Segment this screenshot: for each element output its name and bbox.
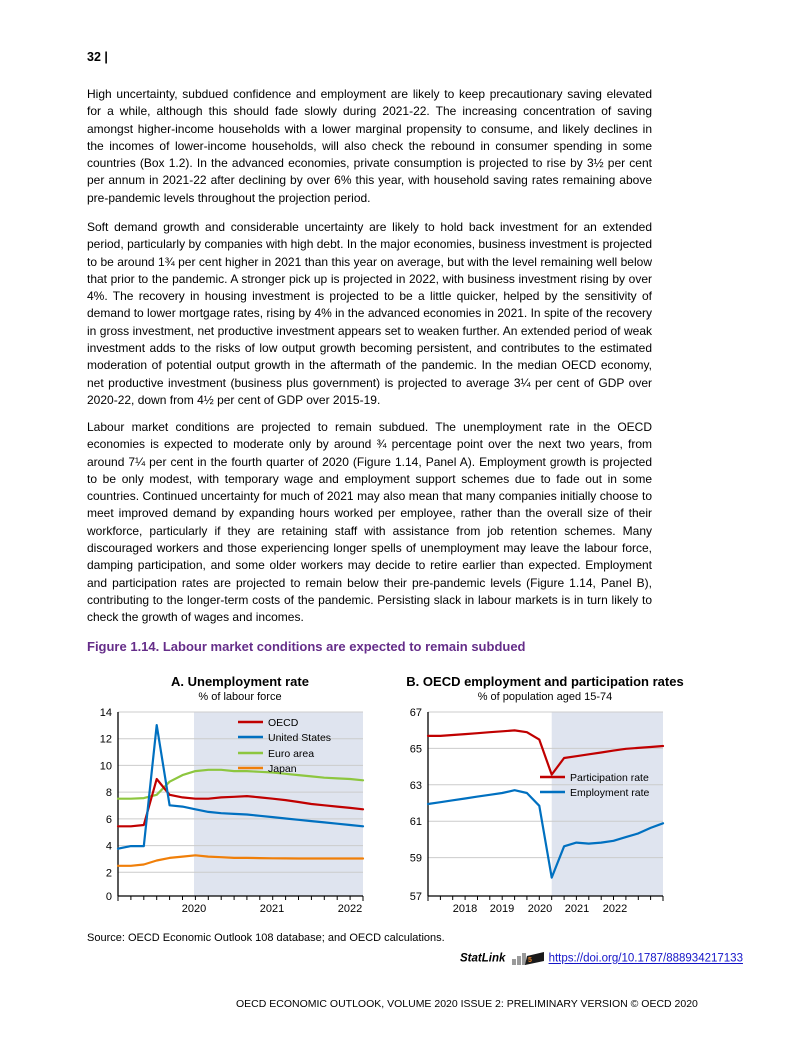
svg-text:63: 63 — [410, 780, 422, 792]
svg-text:8: 8 — [106, 787, 112, 799]
svg-text:A. Unemployment rate: A. Unemployment rate — [171, 674, 309, 689]
svg-text:14: 14 — [100, 707, 112, 719]
svg-text:2020: 2020 — [182, 903, 206, 915]
svg-text:2019: 2019 — [490, 903, 514, 915]
svg-text:Euro area: Euro area — [268, 748, 314, 760]
svg-text:B. OECD employment and partici: B. OECD employment and participation rat… — [406, 674, 683, 689]
svg-text:65: 65 — [410, 743, 422, 755]
svg-text:57: 57 — [410, 891, 422, 903]
svg-text:59: 59 — [410, 853, 422, 865]
svg-text:% of labour force: % of labour force — [198, 691, 281, 703]
svg-text:Participation rate: Participation rate — [570, 772, 649, 784]
svg-text:OECD: OECD — [268, 717, 299, 729]
svg-text:2022: 2022 — [338, 903, 362, 915]
svg-text:Employment rate: Employment rate — [570, 787, 650, 799]
svg-text:0: 0 — [106, 891, 112, 903]
svg-text:12: 12 — [100, 734, 112, 746]
svg-text:Japan: Japan — [268, 763, 297, 775]
svg-text:2020: 2020 — [528, 903, 552, 915]
svg-text:United States: United States — [268, 732, 331, 744]
svg-text:2021: 2021 — [260, 903, 284, 915]
svg-text:6: 6 — [106, 814, 112, 826]
svg-text:67: 67 — [410, 707, 422, 719]
svg-text:4: 4 — [106, 841, 112, 853]
svg-text:5: 5 — [528, 957, 532, 964]
svg-text:2018: 2018 — [453, 903, 477, 915]
svg-text:2021: 2021 — [565, 903, 589, 915]
svg-text:2022: 2022 — [603, 903, 627, 915]
svg-text:61: 61 — [410, 816, 422, 828]
svg-text:% of population aged 15-74: % of population aged 15-74 — [478, 691, 613, 703]
svg-text:10: 10 — [100, 760, 112, 772]
svg-text:2: 2 — [106, 867, 112, 879]
